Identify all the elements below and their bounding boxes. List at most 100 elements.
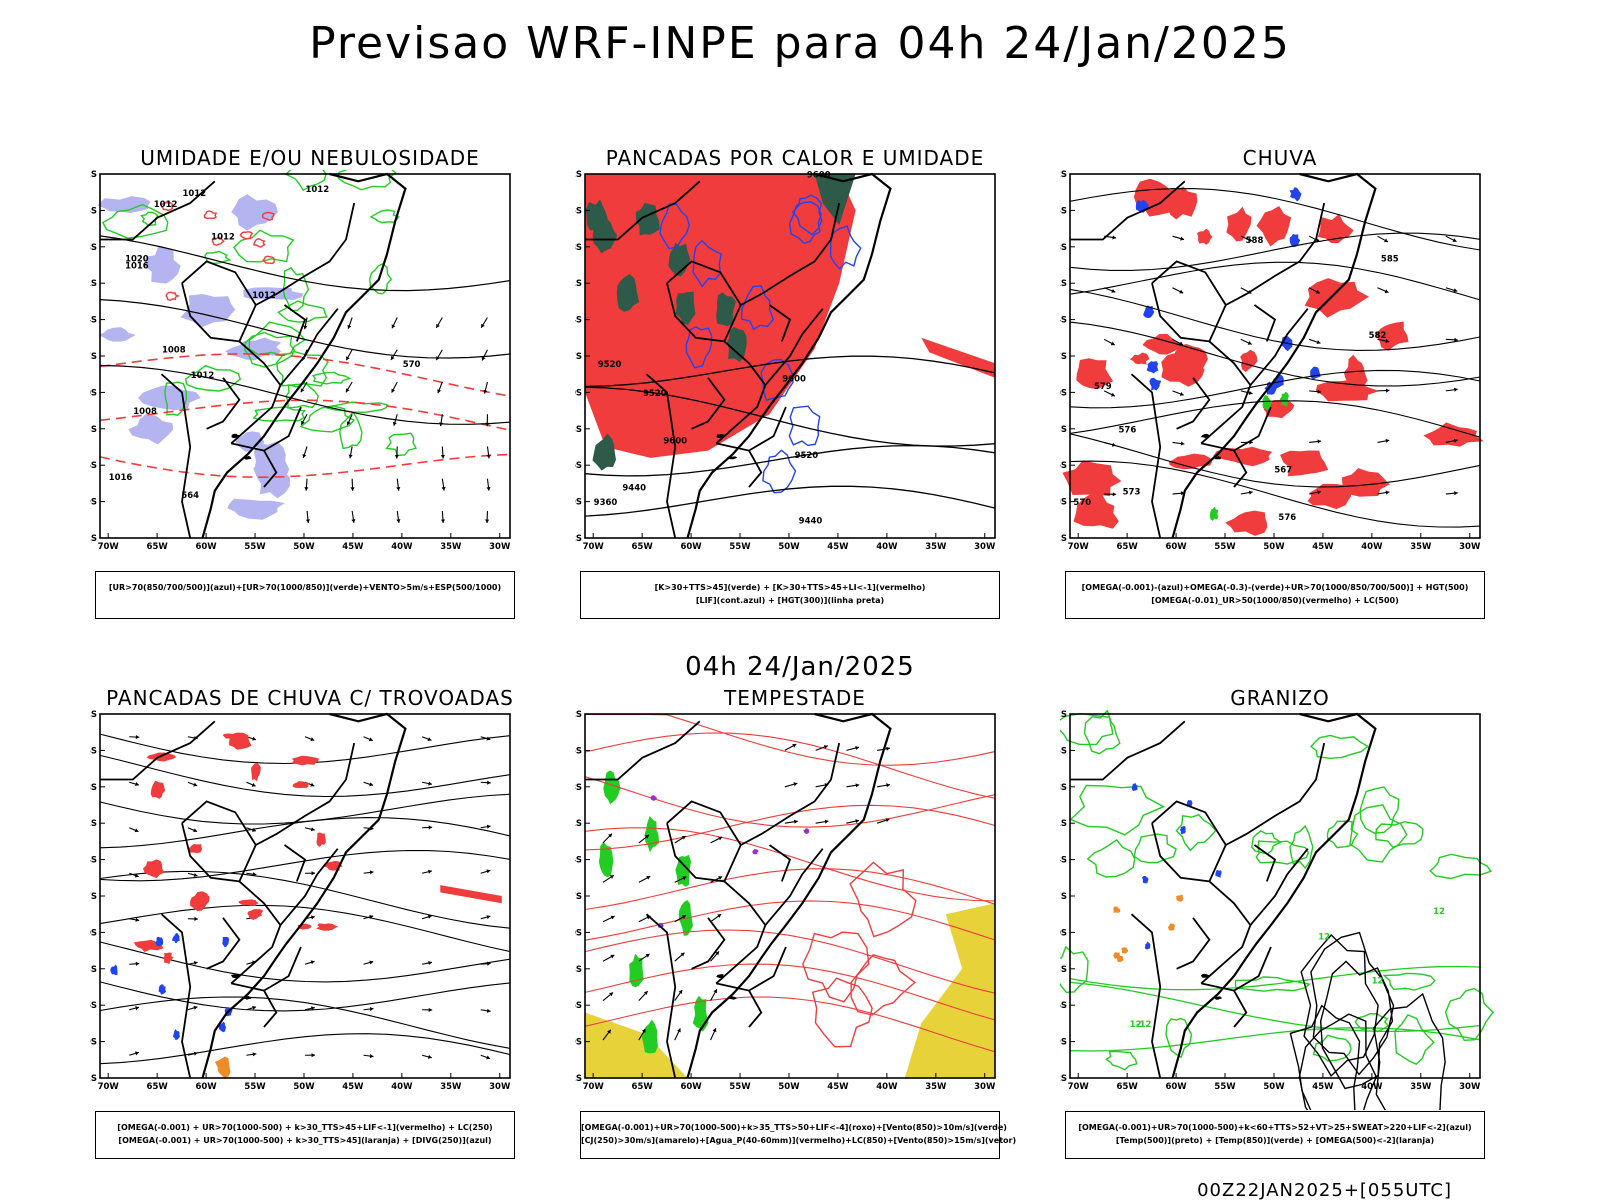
- lat-label: 39S: [575, 1038, 582, 1048]
- panel-trovoadas: PANCADAS DE CHUVA C/ TROVOADAS 12S15S18S…: [90, 686, 530, 1162]
- arrow-head: [1112, 443, 1116, 447]
- omega-area: [1149, 378, 1161, 391]
- storm-area: [316, 923, 338, 930]
- lagoon: [716, 974, 724, 978]
- arrow-head: [441, 519, 445, 523]
- hail-area: [1180, 826, 1186, 835]
- lon-label: 65W: [632, 542, 654, 552]
- wind-vector: [305, 871, 315, 875]
- wind-vector: [188, 961, 198, 965]
- arrow-head: [136, 962, 140, 966]
- wind-vector: [1241, 491, 1253, 495]
- lon-label: 60W: [195, 542, 217, 552]
- wind-vector: [422, 825, 432, 829]
- geography: [1070, 714, 1375, 1078]
- omega-500-area: [1121, 947, 1128, 953]
- humidity-contour: [286, 383, 318, 408]
- wind-vector: [846, 783, 859, 787]
- panel-title: CHUVA: [1060, 146, 1500, 170]
- wind-vector: [304, 479, 308, 491]
- arrow-head: [135, 782, 139, 786]
- wind-vector: [603, 834, 612, 843]
- rain-area: [1305, 278, 1369, 318]
- contour-label: 1012: [182, 189, 206, 199]
- contour-label: 1008: [162, 345, 186, 355]
- wind-vector: [486, 479, 490, 491]
- panel-title: TEMPESTADE: [575, 686, 1015, 710]
- lat-label: 21S: [575, 279, 582, 289]
- arrow-head: [393, 422, 397, 426]
- arrow-head: [794, 782, 798, 786]
- contour-label: 582: [1369, 331, 1387, 341]
- divergence-area: [173, 1029, 180, 1040]
- arrow-head: [855, 819, 859, 823]
- temp-850-contour: [1311, 736, 1368, 759]
- contour-label: 579: [1094, 382, 1112, 392]
- kindex-area: [727, 327, 747, 362]
- lon-label: 65W: [1117, 542, 1139, 552]
- wind-vector: [816, 745, 828, 750]
- lon-label: 70W: [583, 542, 605, 552]
- contour-label: 9520: [643, 389, 667, 399]
- wind-vector: [391, 382, 397, 393]
- legend-line-1: [K>30+TTS>45](verde) + [K>30+TTS>45+LI<-…: [581, 581, 999, 594]
- lat-label: 39S: [90, 498, 97, 508]
- thickness-line: [100, 454, 510, 477]
- lon-label: 65W: [147, 1082, 169, 1092]
- lon-label: 60W: [680, 1082, 702, 1092]
- omega-500-area: [1168, 923, 1175, 930]
- wind-vector: [603, 916, 615, 922]
- humidity-contour: [234, 230, 293, 261]
- thickness-contour: [166, 292, 178, 300]
- height-500-contour: [1070, 322, 1480, 386]
- temp-850-contour: [1070, 1028, 1480, 1051]
- lat-label: 12S: [1060, 710, 1067, 720]
- lon-label: 50W: [293, 542, 315, 552]
- lat-label: 33S: [1060, 425, 1067, 435]
- wind-vector: [129, 962, 139, 966]
- convection-area: [215, 1057, 231, 1079]
- lat-label: 21S: [90, 819, 97, 829]
- wind-vector: [1104, 442, 1116, 446]
- temp-850-contour: [1071, 786, 1164, 835]
- lat-label: 27S: [90, 892, 97, 902]
- contour-label: 570: [1073, 498, 1091, 508]
- lon-label: 35W: [925, 542, 947, 552]
- lon-label: 50W: [1263, 1082, 1285, 1092]
- lon-label: 30W: [1459, 542, 1481, 552]
- precipitable-water-contour: [585, 777, 995, 828]
- wind-vector: [422, 961, 432, 965]
- wind-vector: [364, 1054, 374, 1058]
- streamline: [100, 794, 510, 824]
- lat-label: 24S: [90, 316, 97, 326]
- wind-vector: [188, 828, 197, 832]
- rain-area: [1225, 511, 1267, 536]
- storm-area: [147, 753, 177, 762]
- omega-500-area: [1113, 907, 1120, 914]
- contour-label: 585: [1381, 254, 1399, 264]
- legend-line-2: [OMEGA(-0.01)_UR>50(1000/850)(vermelho) …: [1066, 594, 1484, 607]
- wind-vector: [603, 992, 613, 1000]
- height-contour: [585, 486, 995, 516]
- legend-line-2: [CJ(250)>30m/s](amarelo)+[Agua_P(40-60mm…: [581, 1134, 999, 1147]
- state-border: [231, 881, 280, 983]
- arrow-head: [136, 735, 140, 739]
- lon-label: 70W: [98, 1082, 120, 1092]
- lon-label: 35W: [440, 1082, 462, 1092]
- lat-label: 39S: [575, 498, 582, 508]
- lat-label: 36S: [90, 461, 97, 471]
- wind-vector: [675, 1028, 681, 1040]
- wind-vector: [129, 1006, 139, 1010]
- lat-label: 21S: [1060, 819, 1067, 829]
- lon-label: 50W: [778, 542, 800, 552]
- arrow-head: [312, 871, 315, 875]
- arrow-head: [1249, 391, 1253, 395]
- wind-vector: [1378, 236, 1389, 242]
- lon-label: 35W: [1410, 542, 1432, 552]
- state-border: [1152, 801, 1226, 881]
- panel-chuva: CHUVA 58858558257957657357056757612S15S1…: [1060, 146, 1500, 622]
- panel-granizo: GRANIZO 121212-121212S15S18S21S24S27S30S…: [1060, 686, 1500, 1162]
- wind-vector: [785, 782, 798, 787]
- streamline: [100, 1034, 510, 1064]
- wind-vector: [392, 318, 398, 329]
